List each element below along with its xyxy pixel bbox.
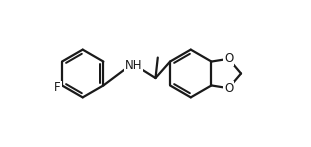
Text: O: O (224, 82, 233, 95)
Text: F: F (54, 81, 61, 94)
Text: NH: NH (125, 59, 143, 72)
Text: O: O (224, 52, 233, 65)
